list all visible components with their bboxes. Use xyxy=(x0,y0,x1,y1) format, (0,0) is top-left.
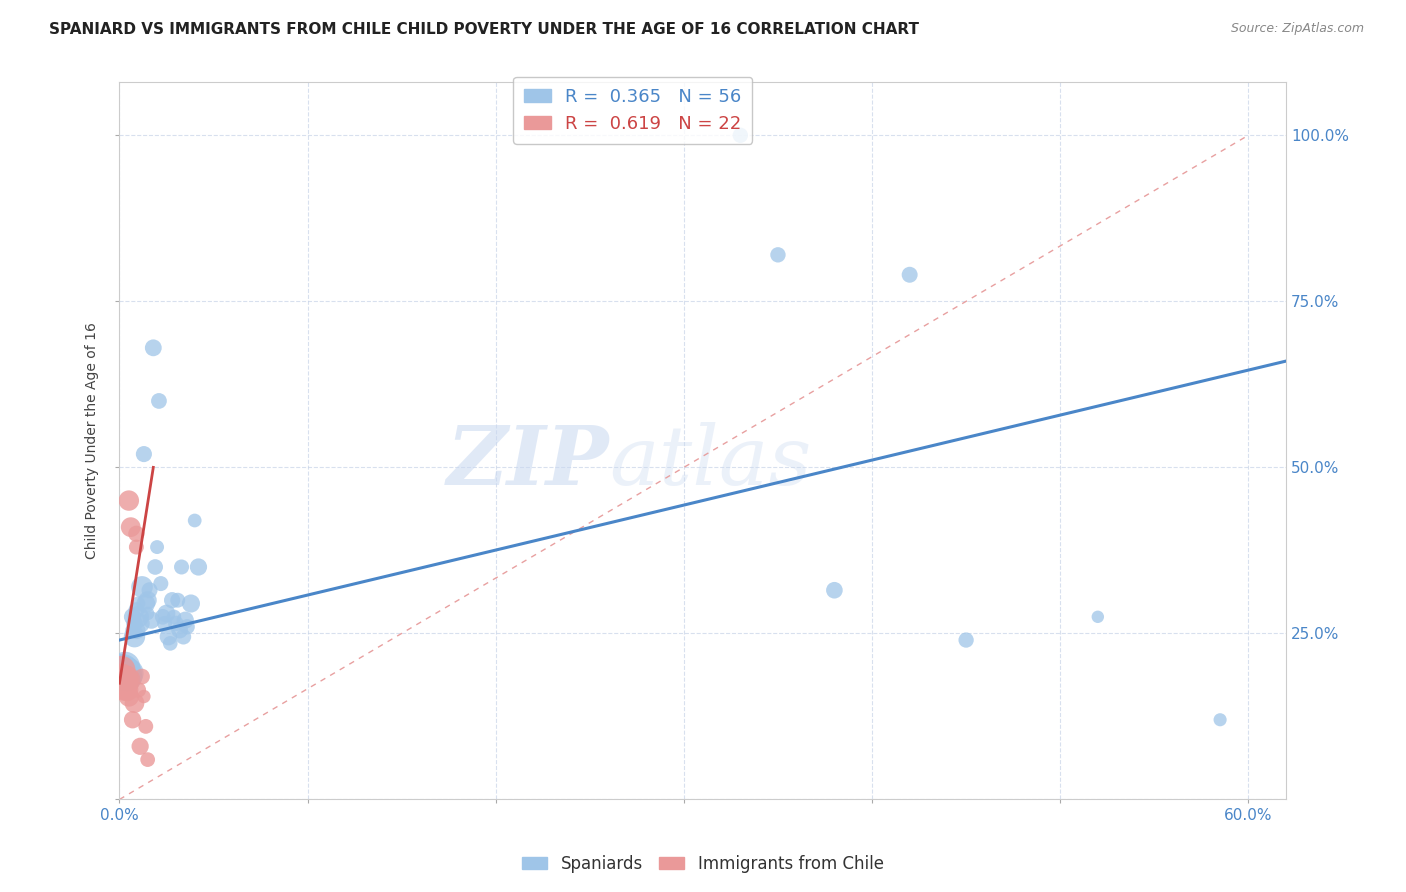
Point xyxy=(114,666,136,681)
Point xyxy=(120,663,142,677)
Legend: Spaniards, Immigrants from Chile: Spaniards, Immigrants from Chile xyxy=(516,848,890,880)
Point xyxy=(120,669,142,683)
Point xyxy=(172,630,194,644)
Point xyxy=(129,616,152,631)
Point xyxy=(118,493,141,508)
Point xyxy=(110,663,132,677)
Point xyxy=(132,447,155,461)
Point xyxy=(159,636,181,650)
Point xyxy=(110,669,132,683)
Point xyxy=(135,719,157,733)
Point xyxy=(110,666,132,681)
Point xyxy=(121,623,143,637)
Text: Source: ZipAtlas.com: Source: ZipAtlas.com xyxy=(1230,22,1364,36)
Point xyxy=(148,393,170,408)
Point xyxy=(124,616,146,631)
Point xyxy=(136,593,159,607)
Point xyxy=(149,576,172,591)
Point xyxy=(823,583,845,598)
Point xyxy=(124,630,146,644)
Point xyxy=(127,682,149,697)
Point xyxy=(157,630,180,644)
Point xyxy=(152,609,174,624)
Point xyxy=(114,676,136,690)
Point xyxy=(153,616,176,631)
Point xyxy=(118,690,141,704)
Point xyxy=(898,268,921,282)
Point xyxy=(112,680,135,694)
Point xyxy=(180,597,202,611)
Point xyxy=(132,690,155,704)
Point xyxy=(121,609,143,624)
Point xyxy=(155,607,177,621)
Point xyxy=(114,669,136,683)
Point xyxy=(125,540,148,554)
Point xyxy=(129,739,152,754)
Point xyxy=(1087,609,1109,624)
Point xyxy=(115,663,138,677)
Point xyxy=(125,526,148,541)
Point xyxy=(120,520,142,534)
Point xyxy=(127,609,149,624)
Point xyxy=(730,128,752,143)
Point xyxy=(131,669,153,683)
Point xyxy=(163,609,186,624)
Point xyxy=(165,616,187,631)
Point xyxy=(121,713,143,727)
Point xyxy=(141,613,163,627)
Point xyxy=(110,676,132,690)
Point xyxy=(115,673,138,687)
Point xyxy=(1209,713,1232,727)
Point xyxy=(170,560,193,574)
Point xyxy=(176,620,198,634)
Point xyxy=(131,580,153,594)
Point xyxy=(174,613,197,627)
Point xyxy=(110,659,132,673)
Point xyxy=(124,696,146,710)
Text: SPANIARD VS IMMIGRANTS FROM CHILE CHILD POVERTY UNDER THE AGE OF 16 CORRELATION : SPANIARD VS IMMIGRANTS FROM CHILE CHILD … xyxy=(49,22,920,37)
Point xyxy=(136,753,159,767)
Point xyxy=(183,514,205,528)
Point xyxy=(142,341,165,355)
Text: atlas: atlas xyxy=(609,422,811,502)
Point xyxy=(160,593,183,607)
Point xyxy=(115,669,138,683)
Point xyxy=(112,663,135,677)
Point xyxy=(166,593,188,607)
Point xyxy=(118,666,141,681)
Point xyxy=(127,597,149,611)
Point xyxy=(146,540,169,554)
Text: ZIP: ZIP xyxy=(447,422,609,502)
Point xyxy=(115,682,138,697)
Point xyxy=(118,669,141,683)
Point xyxy=(125,603,148,617)
Point xyxy=(135,597,157,611)
Point xyxy=(114,659,136,673)
Point xyxy=(138,583,160,598)
Point xyxy=(136,607,159,621)
Point xyxy=(766,248,789,262)
Legend: R =  0.365   N = 56, R =  0.619   N = 22: R = 0.365 N = 56, R = 0.619 N = 22 xyxy=(513,77,752,144)
Point xyxy=(125,623,148,637)
Point xyxy=(169,623,191,637)
Point xyxy=(112,669,135,683)
Y-axis label: Child Poverty Under the Age of 16: Child Poverty Under the Age of 16 xyxy=(86,322,100,559)
Point xyxy=(143,560,166,574)
Point xyxy=(187,560,209,574)
Point xyxy=(955,633,977,648)
Point xyxy=(112,673,135,687)
